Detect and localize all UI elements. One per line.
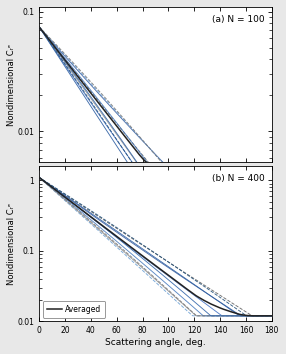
- X-axis label: Scattering angle, deg.: Scattering angle, deg.: [105, 338, 206, 347]
- Averaged: [113, 233, 117, 237]
- Averaged: [206, 301, 210, 305]
- Line: Averaged: Averaged: [39, 27, 272, 179]
- Averaged: [207, 177, 210, 181]
- Text: (a) N = 100: (a) N = 100: [212, 15, 265, 24]
- Averaged: [65, 196, 69, 201]
- Averaged: [270, 177, 274, 181]
- Averaged: [130, 142, 133, 147]
- Averaged: [206, 177, 209, 181]
- Averaged: [113, 122, 117, 126]
- Averaged: [65, 61, 69, 65]
- Line: Averaged: Averaged: [39, 177, 272, 316]
- Y-axis label: Nondimensional Cᵣᵉ: Nondimensional Cᵣᵉ: [7, 202, 16, 285]
- Averaged: [205, 300, 209, 304]
- Averaged: [184, 286, 187, 290]
- Averaged: [178, 177, 181, 181]
- Y-axis label: Nondimensional Cᵣᵉ: Nondimensional Cᵣᵉ: [7, 44, 16, 126]
- Averaged: [184, 177, 188, 181]
- Averaged: [251, 314, 254, 318]
- Averaged: [37, 25, 41, 29]
- Text: (b) N = 400: (b) N = 400: [212, 174, 265, 183]
- Averaged: [270, 314, 274, 318]
- Averaged: [130, 245, 133, 250]
- Averaged: [37, 175, 41, 179]
- Legend: Averaged: Averaged: [43, 301, 105, 318]
